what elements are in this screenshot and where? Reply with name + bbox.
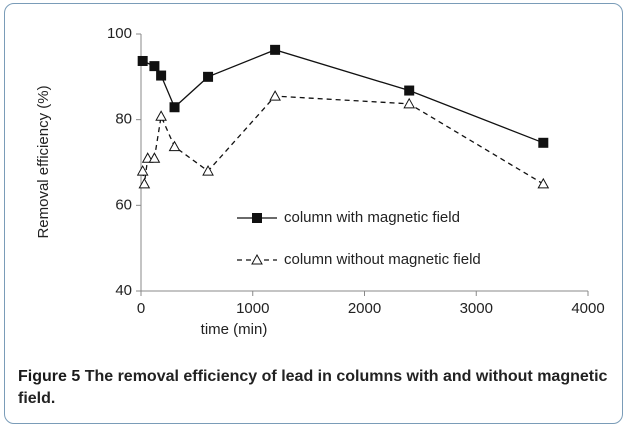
marker <box>404 85 415 96</box>
marker <box>270 44 281 55</box>
y-tick-label: 80 <box>115 111 132 128</box>
marker <box>203 71 214 82</box>
marker <box>168 140 181 152</box>
marker <box>269 90 281 101</box>
marker <box>202 165 214 176</box>
y-axis-label: Removal efficiency (%) <box>35 85 52 238</box>
marker <box>403 97 416 109</box>
y-tick-label: 60 <box>115 196 132 213</box>
x-tick-label: 3000 <box>460 300 493 317</box>
marker <box>148 152 161 163</box>
figure-frame <box>4 3 623 424</box>
caption-label: Figure 5 <box>18 368 81 385</box>
chart: time (min) Removal efficiency (%) 40 60 80… <box>35 25 605 338</box>
marker <box>537 177 550 189</box>
marker <box>538 137 549 148</box>
y-tick-label: 40 <box>115 282 132 299</box>
legend-label: column without magnetic field <box>284 251 481 268</box>
marker <box>156 70 167 81</box>
x-tick-label: 2000 <box>348 300 381 317</box>
marker <box>137 55 148 66</box>
x-tick-label: 4000 <box>571 300 604 317</box>
marker <box>149 61 160 72</box>
legend-marker <box>251 253 263 265</box>
legend-label: column with magnetic field <box>284 209 460 226</box>
x-axis-label: time (min) <box>201 321 268 338</box>
caption: Figure 5 The removal efficiency of lead … <box>18 366 618 410</box>
series-line <box>142 95 544 185</box>
series-line <box>142 49 544 144</box>
legend-marker <box>252 213 262 223</box>
marker <box>136 165 149 176</box>
marker <box>155 110 167 121</box>
caption-text: The removal efficiency of lead in column… <box>18 368 608 407</box>
x-tick-label: 1000 <box>236 300 269 317</box>
y-tick-label: 100 <box>107 25 132 42</box>
marker <box>169 102 180 113</box>
x-tick-label: 0 <box>137 300 145 317</box>
marker <box>138 177 151 189</box>
